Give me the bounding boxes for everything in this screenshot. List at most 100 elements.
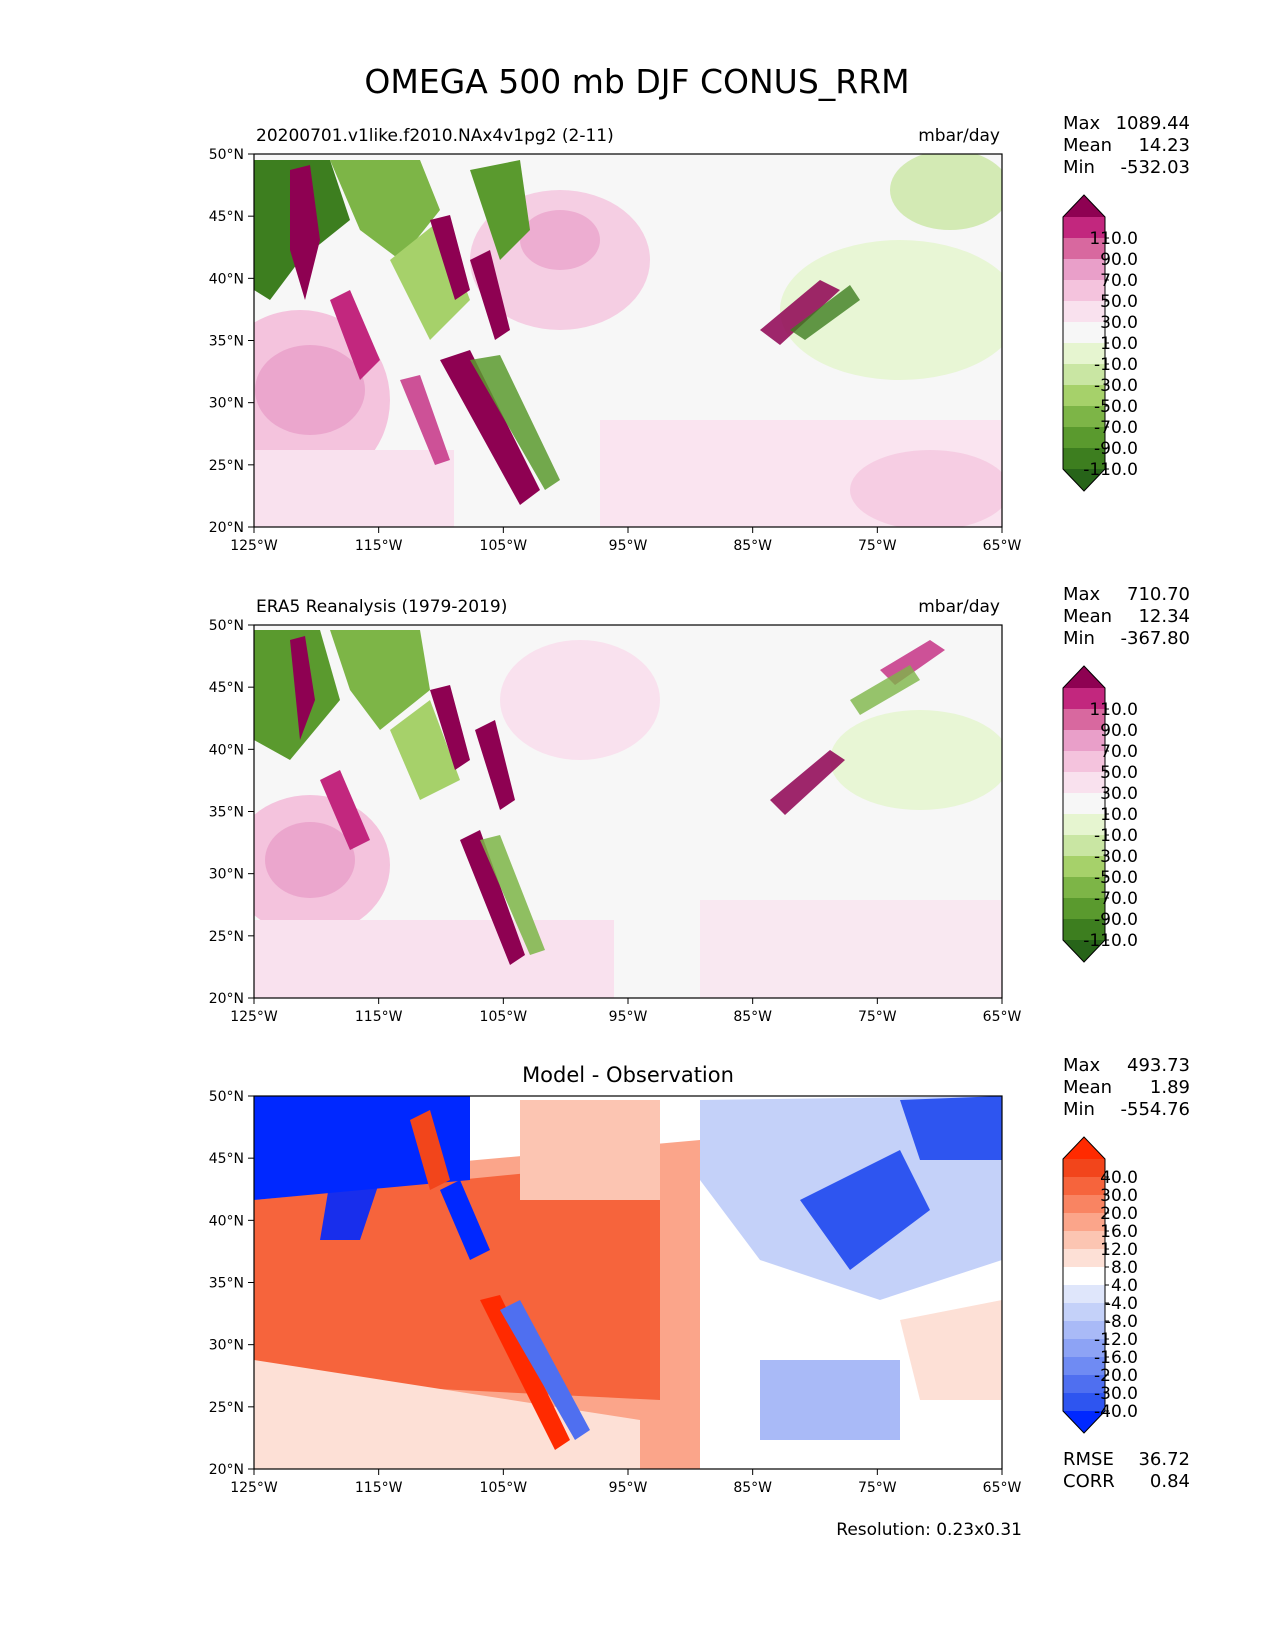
stat-value: -554.76 [1121,1099,1190,1120]
x-tick-label: 95°W [609,538,648,554]
colorbar-segment [1063,406,1105,428]
colorbar-segment [1063,1339,1105,1358]
colorbar-label: 30.0 [1100,784,1138,804]
metrics-diff: RMSE 36.72 CORR 0.84 [1063,1449,1190,1492]
colorbar-extend-max [1063,195,1105,217]
x-tick-label: 105°W [480,1009,528,1025]
colorbar-segment [1063,1393,1105,1412]
colorbar-segment [1063,814,1105,836]
colorbar-label: -40.0 [1094,1402,1138,1422]
metric-value: 36.72 [1138,1449,1190,1470]
colorbar-label: 30.0 [1100,1186,1138,1206]
colorbar-segment [1063,751,1105,773]
colorbar-label: 20.0 [1100,1204,1138,1224]
colorbar-label: 70.0 [1100,271,1138,291]
colorbar-extend-min [1063,469,1105,491]
colorbar-label: -30.0 [1094,376,1138,396]
figure-title: OMEGA 500 mb DJF CONUS_RRM [364,62,909,101]
colorbar-segment [1063,385,1105,407]
stat-value: 14.23 [1138,135,1190,156]
x-tick-label: 125°W [230,1009,278,1025]
colorbar-label: 110.0 [1089,229,1138,249]
colorbar-label: 10.0 [1100,805,1138,825]
y-tick-label: 35°N [209,1276,244,1292]
y-tick-label: 25°N [209,458,244,474]
resolution-note: Resolution: 0.23x0.31 [836,1520,1022,1540]
colorbar-segment [1063,877,1105,899]
colorbar-label: -30.0 [1094,847,1138,867]
x-tick-label: 85°W [733,1480,772,1496]
colorbar-label: 4.0 [1111,1276,1138,1296]
colorbar-segment [1063,793,1105,815]
stat-value: 12.34 [1138,606,1190,627]
colorbar-label: -8.0 [1105,1312,1138,1332]
colorbar-label: -50.0 [1094,397,1138,417]
colorbar-segment [1063,448,1105,470]
model-panel: 20200701.v1like.f2010.NAx4v1pg2 (2-11) m… [253,126,1003,528]
y-tick-label: 40°N [209,1213,244,1229]
colorbar-segment [1063,772,1105,794]
y-tick-label: 35°N [209,805,244,821]
obs-map-field [254,625,1002,998]
colorbar-label: -20.0 [1094,1366,1138,1386]
stat-label: Max [1063,113,1101,134]
y-tick-label: 50°N [209,1089,244,1105]
colorbar-label: -90.0 [1094,910,1138,930]
axes-obs: 125°W 115°W 105°W 95°W 85°W 75°W 65°W 50°N 45°N 4… [209,618,1022,1025]
model-map-field [254,154,1002,527]
colorbar-segment [1063,1357,1105,1376]
y-tick-label: 30°N [209,1338,244,1354]
colorbar-label: 40.0 [1100,1168,1138,1188]
colorbar-label: 12.0 [1100,1240,1138,1260]
x-tick-label: 65°W [983,538,1022,554]
x-tick-label: 85°W [733,1009,772,1025]
y-tick-label: 20°N [209,991,244,1007]
colorbar-label: -70.0 [1094,418,1138,438]
stat-label: Min [1063,157,1095,178]
stat-value: 1.89 [1150,1077,1190,1098]
colorbar-segment [1063,1195,1105,1214]
colorbar-label: -4.0 [1105,1294,1138,1314]
axes-diff: 125°W 115°W 105°W 95°W 85°W 75°W 65°W 50°N 45°N 4… [209,1089,1022,1496]
colorbar-segment [1063,1375,1105,1394]
obs-panel-title: ERA5 Reanalysis (1979-2019) [256,597,507,617]
colorbar-extend-min [1063,1411,1105,1433]
colorbar-obs: 110.090.070.050.030.010.0-10.0-30.0-50.0… [1062,665,1138,963]
x-tick-label: 125°W [230,1480,278,1496]
stat-value: -367.80 [1121,628,1190,649]
metric-value: 0.84 [1150,1471,1190,1492]
colorbar-segment [1063,1285,1105,1304]
diff-panel: Model - Observation [253,1063,1003,1470]
obs-panel-units: mbar/day [918,597,1000,617]
y-tick-label: 50°N [209,618,244,634]
colorbar-segment [1063,1249,1105,1268]
colorbar-label: -30.0 [1094,1384,1138,1404]
x-tick-label: 115°W [355,1009,403,1025]
x-tick-label: 65°W [983,1480,1022,1496]
model-panel-units: mbar/day [918,126,1000,146]
metric-label: CORR [1063,1471,1115,1492]
stat-label: Mean [1063,135,1112,156]
colorbar-label: -16.0 [1094,1348,1138,1368]
stat-label: Mean [1063,1077,1112,1098]
colorbar-segment [1063,259,1105,281]
stat-value: -532.03 [1121,157,1190,178]
x-tick-label: 115°W [355,538,403,554]
colorbar-segment [1063,730,1105,752]
x-tick-label: 85°W [733,538,772,554]
y-tick-label: 20°N [209,520,244,536]
x-tick-label: 115°W [355,1480,403,1496]
y-tick-label: 25°N [209,929,244,945]
axes-model: 125°W 115°W 105°W 95°W 85°W 75°W 65°W 50°N 45°N 4… [209,147,1022,554]
colorbar-label: 90.0 [1100,721,1138,741]
colorbar-label: -12.0 [1094,1330,1138,1350]
colorbar-segment [1063,1303,1105,1322]
stat-label: Min [1063,628,1095,649]
colorbar-segment [1063,835,1105,857]
colorbar-label: 30.0 [1100,313,1138,333]
colorbar-segment [1063,1231,1105,1250]
colorbar-label: -110.0 [1083,460,1138,480]
colorbar-segment [1063,238,1105,260]
colorbar-segment [1063,364,1105,386]
x-tick-label: 95°W [609,1009,648,1025]
